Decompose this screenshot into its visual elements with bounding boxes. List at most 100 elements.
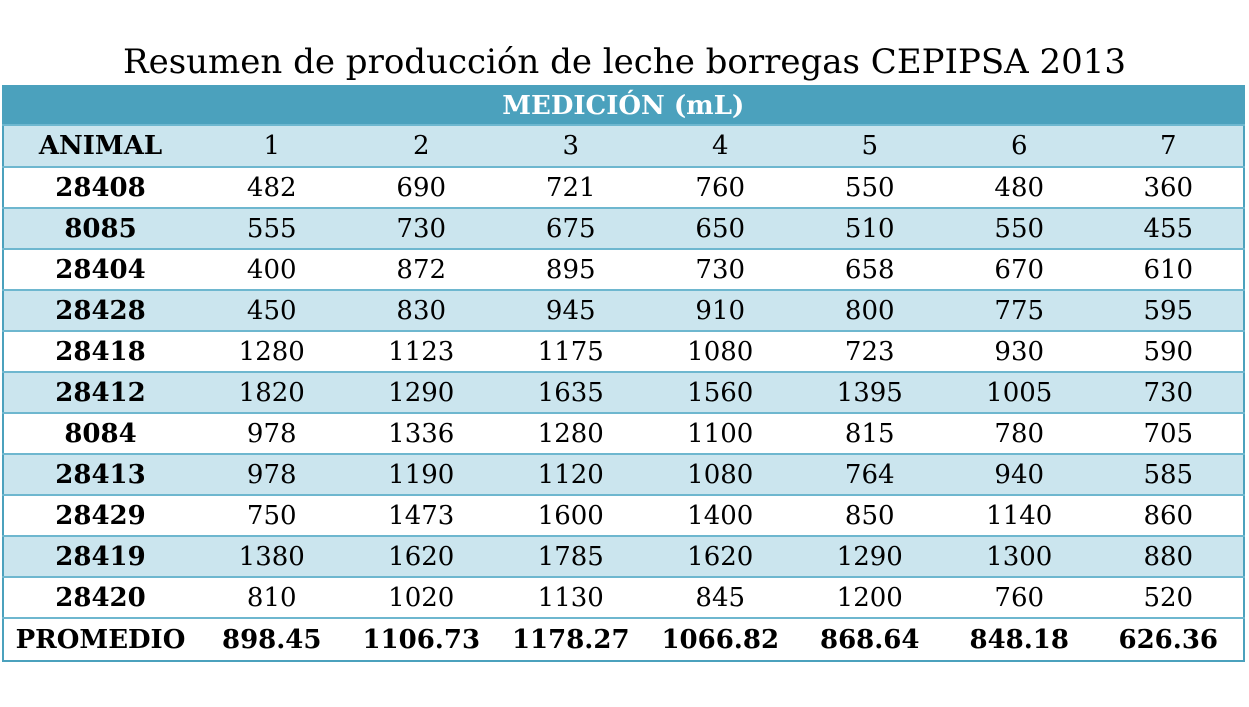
group-header-cell: MEDICIÓN (mL) (3, 86, 1244, 126)
average-cell: 626.36 (1094, 617, 1244, 661)
column-header: 6 (944, 124, 1094, 168)
measurement-cell: 1620 (346, 535, 496, 578)
measurement-cell: 1080 (645, 330, 795, 373)
measurement-cell: 400 (197, 248, 347, 291)
column-header: 3 (496, 124, 646, 168)
measurement-cell: 815 (795, 412, 945, 455)
measurement-cell: 945 (496, 289, 646, 332)
column-header: 2 (346, 124, 496, 168)
animal-id-cell: 28412 (3, 371, 197, 414)
measurement-cell: 450 (197, 289, 347, 332)
measurement-cell: 455 (1094, 207, 1244, 250)
table-row: 28420 810 1020 1130 845 1200 760 520 (3, 576, 1244, 619)
measurement-cell: 780 (944, 412, 1094, 455)
measurement-cell: 658 (795, 248, 945, 291)
measurement-cell: 1140 (944, 494, 1094, 537)
measurement-cell: 1120 (496, 453, 646, 496)
animal-id-cell: 28408 (3, 166, 197, 209)
measurement-cell: 1290 (795, 535, 945, 578)
measurement-cell: 1400 (645, 494, 795, 537)
table-row: 28428 450 830 945 910 800 775 595 (3, 289, 1244, 332)
measurement-cell: 1560 (645, 371, 795, 414)
table-row: 28418 1280 1123 1175 1080 723 930 590 (3, 330, 1244, 373)
measurement-cell: 1130 (496, 576, 646, 619)
measurement-cell: 1473 (346, 494, 496, 537)
measurement-cell: 721 (496, 166, 646, 209)
animal-id-cell: 28418 (3, 330, 197, 373)
column-header-row: ANIMAL 1 2 3 4 5 6 7 (3, 124, 1244, 168)
column-header: 4 (645, 124, 795, 168)
measurement-cell: 510 (795, 207, 945, 250)
measurement-cell: 1290 (346, 371, 496, 414)
animal-id-cell: 28419 (3, 535, 197, 578)
average-row: PROMEDIO 898.45 1106.73 1178.27 1066.82 … (3, 617, 1244, 661)
measurement-cell: 930 (944, 330, 1094, 373)
average-cell: 1066.82 (645, 617, 795, 661)
table-body: 28408 482 690 721 760 550 480 360 8085 555 730 675 6… (3, 166, 1244, 661)
measurement-cell: 850 (795, 494, 945, 537)
table-row: 8084 978 1336 1280 1100 815 780 705 (3, 412, 1244, 455)
measurement-cell: 978 (197, 453, 347, 496)
measurement-cell: 872 (346, 248, 496, 291)
measurement-cell: 1280 (197, 330, 347, 373)
measurement-cell: 1395 (795, 371, 945, 414)
measurement-cell: 978 (197, 412, 347, 455)
measurement-cell: 760 (645, 166, 795, 209)
measurement-cell: 895 (496, 248, 646, 291)
measurement-cell: 860 (1094, 494, 1244, 537)
measurement-cell: 1820 (197, 371, 347, 414)
animal-id-cell: 28404 (3, 248, 197, 291)
measurement-cell: 723 (795, 330, 945, 373)
animal-id-cell: 28420 (3, 576, 197, 619)
table-row: 28413 978 1190 1120 1080 764 940 585 (3, 453, 1244, 496)
average-cell: 898.45 (197, 617, 347, 661)
measurement-cell: 880 (1094, 535, 1244, 578)
measurement-cell: 1005 (944, 371, 1094, 414)
measurement-cell: 730 (645, 248, 795, 291)
average-cell: 848.18 (944, 617, 1094, 661)
measurement-cell: 810 (197, 576, 347, 619)
measurement-cell: 800 (795, 289, 945, 332)
measurement-cell: 760 (944, 576, 1094, 619)
measurement-cell: 910 (645, 289, 795, 332)
group-header-row: MEDICIÓN (mL) (3, 86, 1244, 126)
measurement-cell: 1190 (346, 453, 496, 496)
measurement-cell: 360 (1094, 166, 1244, 209)
measurement-cell: 550 (944, 207, 1094, 250)
animal-id-cell: 28413 (3, 453, 197, 496)
measurement-cell: 550 (795, 166, 945, 209)
measurement-cell: 1635 (496, 371, 646, 414)
measurement-cell: 845 (645, 576, 795, 619)
measurement-cell: 750 (197, 494, 347, 537)
measurement-cell: 1100 (645, 412, 795, 455)
table-row: 28408 482 690 721 760 550 480 360 (3, 166, 1244, 209)
average-cell: 868.64 (795, 617, 945, 661)
measurement-cell: 650 (645, 207, 795, 250)
average-cell: 1106.73 (346, 617, 496, 661)
animal-id-cell: 8085 (3, 207, 197, 250)
measurement-cell: 480 (944, 166, 1094, 209)
measurement-cell: 730 (346, 207, 496, 250)
measurement-cell: 670 (944, 248, 1094, 291)
measurement-cell: 1020 (346, 576, 496, 619)
page-title: Resumen de producción de leche borregas … (122, 42, 1127, 82)
measurement-cell: 1785 (496, 535, 646, 578)
measurement-cell: 705 (1094, 412, 1244, 455)
column-header-animal: ANIMAL (3, 124, 197, 168)
measurement-cell: 764 (795, 453, 945, 496)
measurement-cell: 1200 (795, 576, 945, 619)
measurement-cell: 1300 (944, 535, 1094, 578)
measurement-cell: 520 (1094, 576, 1244, 619)
animal-id-cell: 8084 (3, 412, 197, 455)
column-header: 1 (197, 124, 347, 168)
table-row: 28404 400 872 895 730 658 670 610 (3, 248, 1244, 291)
animal-id-cell: 28428 (3, 289, 197, 332)
column-header: 5 (795, 124, 945, 168)
table-row: 28419 1380 1620 1785 1620 1290 1300 880 (3, 535, 1244, 578)
measurement-cell: 940 (944, 453, 1094, 496)
measurement-cell: 1336 (346, 412, 496, 455)
measurement-cell: 675 (496, 207, 646, 250)
measurement-cell: 830 (346, 289, 496, 332)
measurement-cell: 585 (1094, 453, 1244, 496)
measurement-cell: 595 (1094, 289, 1244, 332)
